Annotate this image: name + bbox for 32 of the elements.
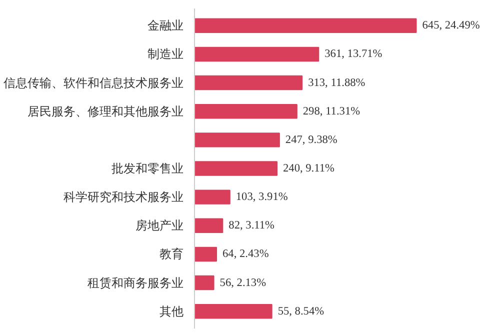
data-label: 240, 9.11%	[282, 162, 336, 174]
data-label: 82, 3.11%	[228, 220, 276, 232]
bar	[194, 161, 278, 176]
y-tick-label: 科学研究和技术服务业	[64, 190, 184, 204]
y-tick-label: 租赁和商务服务业	[88, 276, 184, 290]
bar	[194, 75, 303, 90]
data-label: 247, 9.38%	[285, 134, 338, 146]
data-label: 298, 11.31%	[302, 105, 361, 118]
bar	[194, 18, 417, 33]
bar	[194, 304, 272, 319]
bar	[194, 104, 298, 119]
y-tick-label: 房地产业	[136, 218, 184, 233]
bar	[194, 132, 280, 148]
bar	[194, 46, 320, 62]
y-tick-label: 教育	[160, 247, 184, 262]
data-label: 313, 11.88%	[308, 76, 366, 89]
bar	[194, 246, 217, 262]
bar	[194, 190, 230, 204]
y-tick-label: 其他	[160, 304, 184, 318]
bar	[194, 218, 224, 233]
data-label: 103, 3.91%	[236, 191, 288, 204]
y-tick-label: 金融业	[148, 18, 184, 33]
data-label: 64, 2.43%	[222, 248, 270, 260]
bar	[194, 275, 214, 290]
y-tick-label: 信息传输、软件和信息技术服务业	[4, 76, 184, 90]
data-label: 361, 13.71%	[324, 48, 383, 60]
y-tick-label: 居民服务、修理和其他服务业	[28, 104, 184, 118]
data-label: 56, 2.13%	[220, 276, 267, 289]
y-tick-label: 制造业	[148, 47, 184, 62]
data-label: 55, 8.54%	[278, 305, 325, 318]
data-label: 645, 24.49%	[422, 20, 480, 32]
y-tick-label: 批发和零售业	[112, 162, 184, 176]
